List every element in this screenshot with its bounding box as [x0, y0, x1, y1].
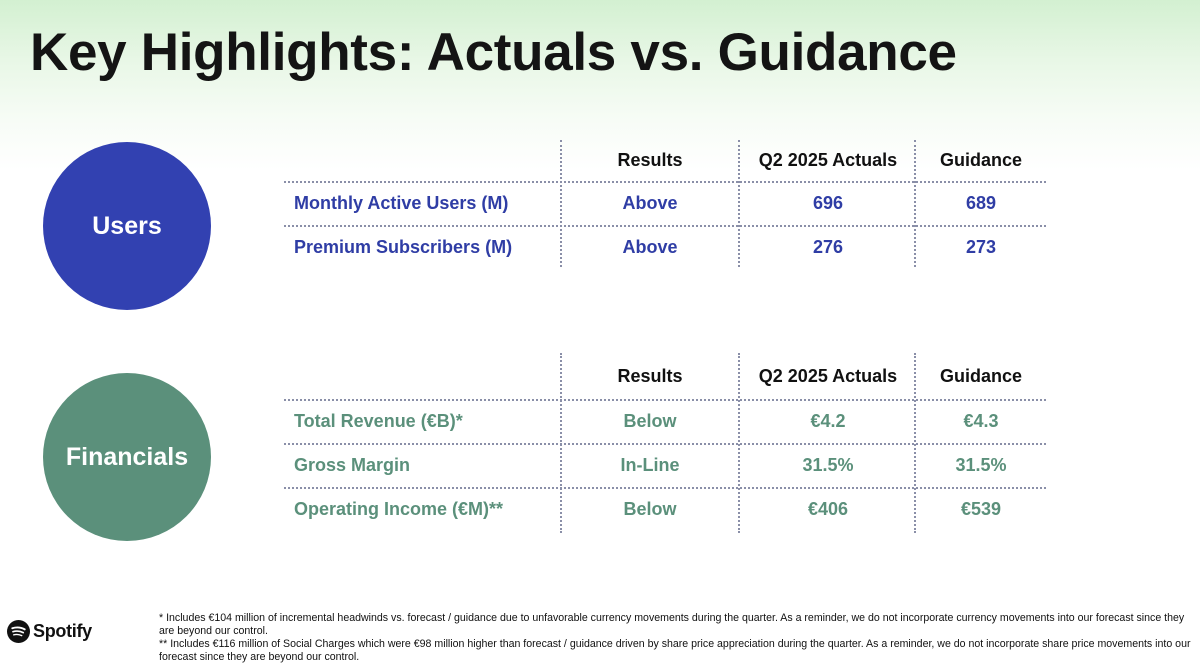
- spotify-wordmark: Spotify: [33, 621, 92, 641]
- metric-label: Total Revenue (€B)*: [294, 410, 463, 431]
- divider: [284, 487, 1046, 489]
- divider: [284, 443, 1046, 445]
- table-header: Results Q2 2025 Actuals Guidance: [284, 140, 1046, 181]
- divider: [284, 399, 1046, 401]
- header-actuals: Q2 2025 Actuals: [758, 150, 898, 170]
- users-badge-label: Users: [92, 211, 162, 240]
- actual-value: €4.2: [810, 410, 846, 431]
- divider: [914, 140, 916, 267]
- divider: [560, 140, 562, 267]
- header-results: Results: [617, 150, 683, 170]
- spotify-icon: [7, 620, 30, 643]
- guidance-value: €4.3: [963, 410, 999, 431]
- footnotes: * Includes €104 million of incremental h…: [159, 612, 1194, 664]
- result-value: Below: [623, 498, 677, 519]
- footnote-2: ** Includes €116 million of Social Charg…: [159, 638, 1191, 663]
- result-value: Above: [622, 236, 678, 257]
- table-row: Monthly Active Users (M) Above 696 689: [284, 181, 1046, 225]
- result-value: In-Line: [620, 454, 680, 475]
- header-guidance: Guidance: [939, 365, 1023, 386]
- header-results: Results: [617, 365, 683, 386]
- guidance-value: 273: [965, 236, 997, 257]
- slide-title: Key Highlights: Actuals vs. Guidance: [30, 23, 957, 82]
- divider: [284, 181, 1046, 183]
- financials-badge-label: Financials: [65, 442, 189, 471]
- table-row: Premium Subscribers (M) Above 276 273: [284, 225, 1046, 269]
- guidance-value: €539: [960, 498, 1002, 519]
- table-row: Gross Margin In-Line 31.5% 31.5%: [284, 443, 1046, 487]
- result-value: Above: [622, 192, 678, 213]
- actual-value: 696: [812, 192, 844, 213]
- divider: [738, 140, 740, 267]
- header-actuals: Q2 2025 Actuals: [758, 365, 898, 386]
- metric-label: Operating Income (€M)**: [294, 498, 504, 519]
- table-header: Results Q2 2025 Actuals Guidance: [284, 353, 1046, 399]
- divider: [284, 225, 1046, 227]
- metric-label: Monthly Active Users (M): [294, 192, 509, 213]
- users-section-badge: Users: [43, 142, 211, 310]
- metric-label: Premium Subscribers (M): [294, 236, 513, 257]
- actual-value: €406: [807, 498, 849, 519]
- financials-section-badge: Financials: [43, 373, 211, 541]
- table-row: Total Revenue (€B)* Below €4.2 €4.3: [284, 399, 1046, 443]
- result-value: Below: [623, 410, 677, 431]
- spotify-logo: Spotify: [7, 620, 92, 643]
- guidance-value: 689: [965, 192, 997, 213]
- actual-value: 276: [812, 236, 844, 257]
- header-guidance: Guidance: [939, 150, 1023, 170]
- guidance-value: 31.5%: [955, 454, 1007, 475]
- table-row: Operating Income (€M)** Below €406 €539: [284, 487, 1046, 531]
- financials-table: Results Q2 2025 Actuals Guidance Total R…: [284, 353, 1046, 533]
- metric-label: Gross Margin: [294, 454, 411, 475]
- users-table: Results Q2 2025 Actuals Guidance Monthly…: [284, 140, 1046, 269]
- actual-value: 31.5%: [802, 454, 854, 475]
- footnote-1: * Includes €104 million of incremental h…: [159, 612, 1185, 637]
